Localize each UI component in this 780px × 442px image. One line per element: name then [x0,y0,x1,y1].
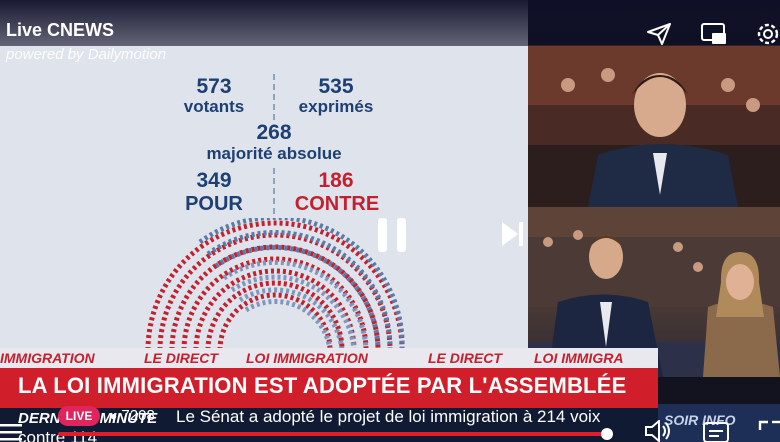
separator [273,168,275,214]
eye-icon: ● [110,409,118,423]
fullscreen-icon[interactable] [758,420,780,442]
pour-value: 349 [196,169,232,192]
top-overlay [0,0,780,46]
hemicycle-seat-chart [145,218,405,351]
exprimes-label: exprimés [298,97,374,116]
separator [273,74,275,120]
headline: LA LOI IMMIGRATION EST ADOPTÉE PAR L'ASS… [18,373,627,398]
contre-value: 186 [318,169,354,192]
settings-icon[interactable] [754,20,780,48]
live-badge: LIVE [58,406,100,426]
votants-value: 573 [196,75,232,98]
band-item: LOI IMMIGRATION [246,350,368,366]
vote-graphic: 573 votants 535 exprimés 268 majorité ab… [0,0,528,351]
majorite-value: 268 [256,121,292,144]
headline-band-right [528,368,658,408]
share-icon[interactable] [646,22,672,46]
topic-band-right: LOI IMMIGRA [528,348,658,368]
majorite-label: majorité absolue [206,144,342,163]
menu-icon[interactable] [0,420,26,442]
viewer-count-value: 7208 [121,407,155,424]
band-item: LE DIRECT [428,350,502,366]
progress-bar[interactable] [58,432,608,436]
topic-band: IMMIGRATION LE DIRECT LOI IMMIGRATION LE… [0,348,528,368]
skip-next-icon[interactable] [500,220,526,248]
pour-label: POUR [185,193,243,215]
ticker-text-continued: contre 114 [18,428,97,442]
headline-band [0,368,528,408]
votants-label: votants [183,97,245,116]
viewer-count: ● 7208 [110,407,155,424]
band-item: LOI IMMIGRA [534,350,624,366]
pause-icon[interactable] [376,216,408,254]
picture-in-picture-icon[interactable] [700,22,728,46]
band-item: LE DIRECT [144,350,218,366]
band-item: IMMIGRATION [0,350,95,366]
subtitles-icon[interactable] [702,420,730,442]
powered-by: powered by Dailymotion [6,46,167,63]
video-title: Live CNEWS [6,20,115,40]
volume-icon[interactable] [644,420,674,442]
news-ticker [0,408,780,442]
progress-handle[interactable] [601,428,613,440]
contre-label: CONTRE [294,193,380,215]
ticker-text: Le Sénat a adopté le projet de loi immig… [176,407,601,426]
exprimes-value: 535 [318,75,354,98]
camera-feed-anchor [528,45,780,207]
